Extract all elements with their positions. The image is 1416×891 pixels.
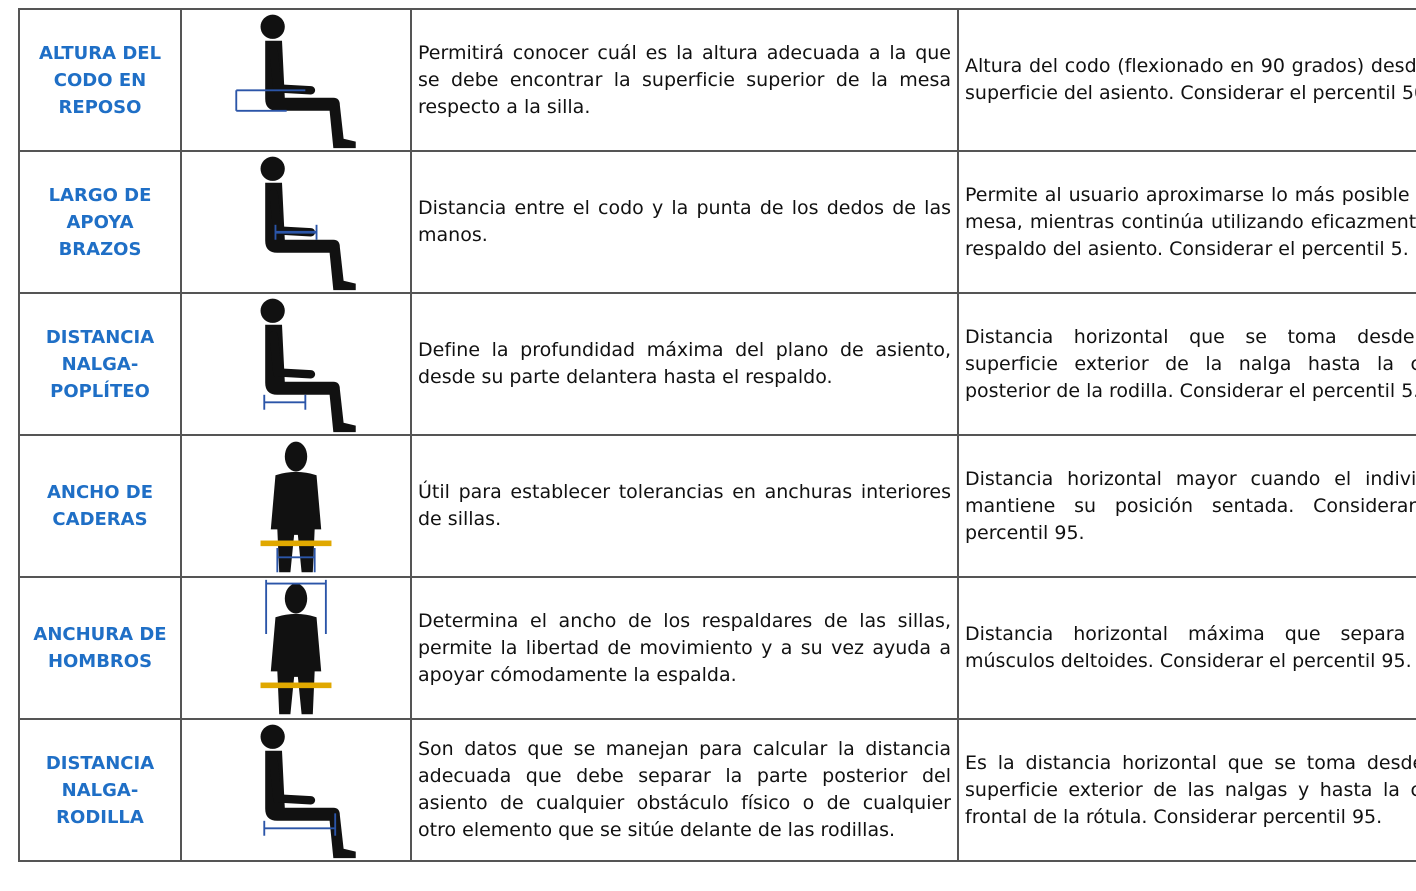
measure-label: DISTANCIA NALGA-RODILLA bbox=[18, 718, 182, 862]
description: Permitirá conocer cuál es la altura adec… bbox=[410, 8, 959, 152]
figure-cell bbox=[180, 150, 412, 294]
seated-figure bbox=[226, 294, 366, 434]
note: Distancia horizontal mayor cuando el ind… bbox=[957, 434, 1416, 578]
figure-cell bbox=[180, 718, 412, 862]
measure-label: DISTANCIA NALGA-POPLÍTEO bbox=[18, 292, 182, 436]
measure-label: ALTURA DEL CODO EN REPOSO bbox=[18, 8, 182, 152]
front-figure bbox=[260, 579, 332, 715]
note: Es la distancia horizontal que se toma d… bbox=[957, 718, 1416, 862]
row: ANCHURA DE HOMBROS Determina el ancho de… bbox=[18, 576, 1416, 720]
row: ANCHO DE CADERAS Útil para establecer to… bbox=[18, 434, 1416, 578]
measure-label: ANCHO DE CADERAS bbox=[18, 434, 182, 578]
row: DISTANCIA NALGA-POPLÍTEO Define la profu… bbox=[18, 292, 1416, 436]
seated-figure bbox=[226, 720, 366, 860]
description: Determina el ancho de los respaldares de… bbox=[410, 576, 959, 720]
note: Permite al usuario aproximarse lo más po… bbox=[957, 150, 1416, 294]
description: Son datos que se manejan para calcular l… bbox=[410, 718, 959, 862]
seated-figure bbox=[235, 10, 366, 150]
description: Útil para establecer tolerancias en anch… bbox=[410, 434, 959, 578]
figure-cell bbox=[180, 576, 412, 720]
note: Distancia horizontal máxima que separa l… bbox=[957, 576, 1416, 720]
row: ALTURA DEL CODO EN REPOSO Permitirá cono… bbox=[18, 8, 1416, 152]
measure-label: LARGO DE APOYA BRAZOS bbox=[18, 150, 182, 294]
anthropometry-table: ALTURA DEL CODO EN REPOSO Permitirá cono… bbox=[18, 8, 1416, 862]
row: LARGO DE APOYA BRAZOS Distancia entre el… bbox=[18, 150, 1416, 294]
measure-label: ANCHURA DE HOMBROS bbox=[18, 576, 182, 720]
seated-figure bbox=[226, 152, 366, 292]
row: DISTANCIA NALGA-RODILLA Son datos que se… bbox=[18, 718, 1416, 862]
note: Distancia horizontal que se toma desde l… bbox=[957, 292, 1416, 436]
note: Altura del codo (flexionado en 90 grados… bbox=[957, 8, 1416, 152]
figure-cell bbox=[180, 8, 412, 152]
description: Define la profundidad máxima del plano d… bbox=[410, 292, 959, 436]
figure-cell bbox=[180, 292, 412, 436]
figure-cell bbox=[180, 434, 412, 578]
front-figure bbox=[260, 441, 332, 573]
description: Distancia entre el codo y la punta de lo… bbox=[410, 150, 959, 294]
